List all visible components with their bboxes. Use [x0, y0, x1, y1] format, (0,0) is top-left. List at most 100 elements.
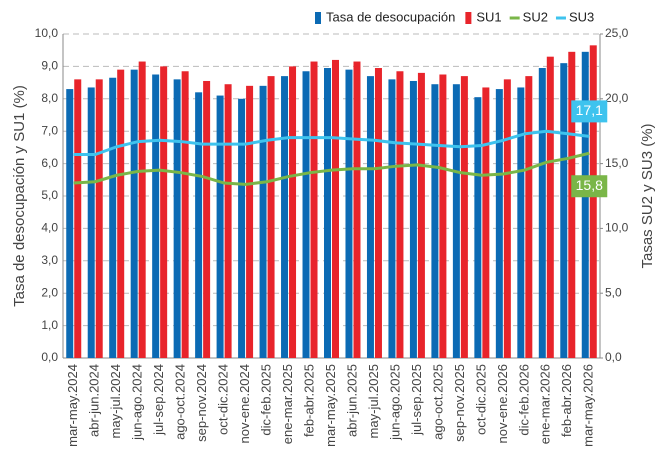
x-tick-label: may-jul.2025: [366, 364, 381, 438]
x-tick-label: dic-feb.2025: [258, 364, 273, 436]
bar: [495, 89, 503, 358]
y-tick-label: 9,0: [41, 59, 58, 73]
bar: [259, 85, 267, 358]
y2-tick-label: 15,0: [605, 156, 629, 170]
bar: [246, 85, 254, 358]
bar: [560, 63, 568, 358]
bar: [87, 87, 95, 359]
bar: [160, 66, 168, 359]
legend-label: SU3: [569, 9, 594, 24]
x-tick-label: sep-nov.2025: [452, 364, 467, 442]
x-tick-label: ene-mar.2025: [280, 364, 295, 444]
bar: [388, 79, 396, 359]
y-tick-label: 3,0: [41, 253, 58, 267]
y-tick-label: 6,0: [41, 156, 58, 170]
bar: [130, 69, 138, 358]
bar: [345, 69, 353, 358]
line: [73, 151, 590, 186]
bar: [439, 74, 447, 358]
bar: [525, 76, 533, 359]
x-tick-label: abr-jun.2025: [344, 364, 359, 437]
bar: [546, 56, 554, 359]
bar: [538, 68, 546, 359]
x-tick-label: sep-nov.2024: [194, 364, 209, 442]
bar: [238, 98, 246, 359]
value-label: 15,8: [576, 177, 603, 193]
bar: [332, 59, 339, 359]
bar: [181, 71, 189, 358]
y2-tick-label: 10,0: [605, 221, 629, 235]
bar: [503, 79, 511, 359]
x-tick-label: abr-jun.2024: [87, 364, 102, 437]
x-tick-label: ago-oct.2024: [173, 364, 188, 440]
bar: [152, 74, 160, 358]
value-label-box: [571, 175, 608, 198]
value-label-box: [571, 100, 608, 123]
y-tick-label: 4,0: [41, 221, 58, 235]
bar: [460, 76, 468, 359]
x-tick-label: dic-feb.2026: [516, 364, 531, 436]
x-tick-label: may-jul.2024: [108, 364, 123, 438]
x-tick-label: jun-ago.2024: [130, 364, 145, 441]
y2-tick-label: 5,0: [605, 285, 622, 299]
bar: [452, 84, 460, 358]
bar: [74, 79, 82, 359]
legend-label: SU1: [476, 9, 501, 24]
x-tick-label: ene-mar.2026: [538, 364, 553, 444]
x-tick-label: oct-dic.2024: [216, 364, 231, 435]
bar: [431, 84, 439, 358]
line: [73, 129, 590, 157]
x-tick-label: jul-sep.2024: [151, 364, 166, 436]
bar: [66, 89, 74, 358]
y-tick-label: 10,0: [35, 26, 59, 40]
y-tick-label: 5,0: [41, 188, 58, 202]
bar: [289, 66, 297, 359]
x-tick-label: jul-sep.2025: [409, 364, 424, 436]
bar: [568, 51, 576, 358]
y-tick-label: 7,0: [41, 123, 58, 137]
legend-swatch: [315, 12, 321, 24]
bar: [396, 71, 404, 358]
bar: [366, 76, 374, 359]
bar: [589, 45, 597, 359]
bar: [581, 51, 589, 358]
x-tick-label: mar-may.2026: [581, 364, 596, 447]
x-tick-label: nov-ene.2026: [495, 364, 510, 444]
y2-tick-label: 0,0: [605, 350, 622, 364]
y2-tick-label: 25,0: [605, 26, 629, 40]
y-tick-label: 0,0: [41, 350, 58, 364]
y-tick-label: 1,0: [41, 318, 58, 332]
y-tick-label: 8,0: [41, 91, 58, 105]
x-tick-label: feb-abr.2026: [559, 364, 574, 437]
bar: [281, 76, 289, 359]
bar: [216, 95, 224, 358]
bar: [95, 79, 103, 359]
bar: [374, 68, 382, 359]
legend-label: Tasa de desocupación: [326, 9, 455, 24]
x-tick-label: jun-ago.2025: [387, 364, 402, 441]
bar: [195, 92, 203, 358]
bar: [302, 71, 310, 358]
y2-tick-label: 20,0: [605, 91, 629, 105]
bar: [267, 76, 275, 359]
bar: [517, 87, 525, 359]
y2-axis-label: Tasas SU2 y SU3 (%): [639, 123, 656, 268]
bar: [138, 61, 146, 358]
x-tick-label: oct-dic.2025: [473, 364, 488, 435]
legend-label: SU2: [523, 9, 548, 24]
x-tick-label: mar-may.2025: [323, 364, 338, 447]
x-tick-label: ago-oct.2025: [430, 364, 445, 440]
bar: [482, 87, 490, 359]
y-axis-label: Tasa de desocupación y SU1 (%): [11, 85, 28, 307]
x-tick-label: nov-ene.2024: [237, 364, 252, 444]
bar: [353, 61, 361, 358]
x-tick-label: feb-abr.2025: [301, 364, 316, 437]
bar: [203, 80, 211, 358]
x-tick-label: mar-may.2024: [65, 364, 80, 447]
bar: [474, 97, 482, 359]
legend-swatch: [465, 12, 472, 24]
y-tick-label: 2,0: [41, 285, 58, 299]
bar: [109, 77, 117, 359]
bar: [417, 72, 425, 358]
